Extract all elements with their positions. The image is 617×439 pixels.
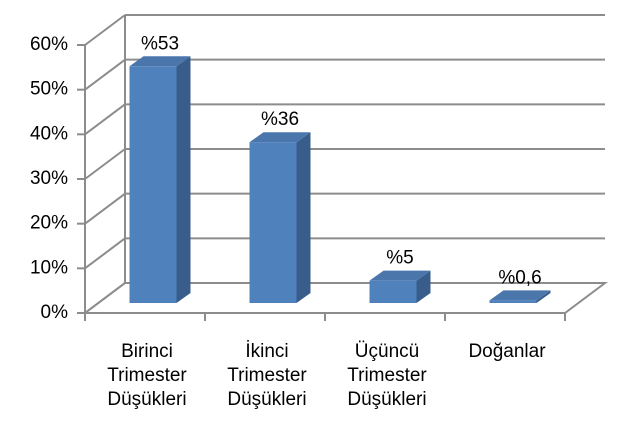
x-tick-label: Üçüncü Trimester Düşükleri: [347, 341, 427, 410]
grid-line: [84, 192, 126, 225]
y-tick-label: 40%: [30, 123, 68, 144]
bar-side: [536, 290, 551, 303]
grid-line: [84, 103, 126, 136]
bar-top: [369, 270, 431, 281]
bar: [489, 300, 537, 303]
y-tick-label: 10%: [30, 257, 68, 278]
x-tick-label: İkinci Trimester Düşükleri: [227, 341, 307, 410]
bar-side: [416, 270, 431, 303]
grid-line: [84, 58, 126, 91]
value-label: %5: [386, 248, 413, 269]
bar-top: [489, 290, 551, 301]
grid-line: [84, 14, 126, 46]
x-tick-label: Doğanlar: [468, 341, 546, 362]
bar-top: [249, 132, 311, 143]
grid-line: [84, 237, 126, 270]
value-label: %36: [261, 109, 299, 130]
bar-side: [176, 56, 191, 304]
bar-side: [296, 132, 311, 303]
bar: [369, 280, 417, 303]
value-label: %53: [141, 33, 179, 54]
value-label: %0,6: [498, 267, 541, 288]
grid-line: [84, 282, 126, 314]
y-tick-label: 30%: [30, 168, 68, 189]
grid-line: [84, 148, 126, 180]
y-tick-label: 20%: [30, 213, 68, 234]
x-tick-label: Birinci Trimester Düşükleri: [107, 341, 187, 410]
y-tick-label: 50%: [30, 79, 68, 100]
bar: [249, 142, 297, 303]
y-tick-label: 0%: [41, 302, 69, 323]
bar-top: [129, 56, 191, 67]
bar: [129, 66, 177, 304]
y-tick-label: 60%: [30, 34, 68, 55]
